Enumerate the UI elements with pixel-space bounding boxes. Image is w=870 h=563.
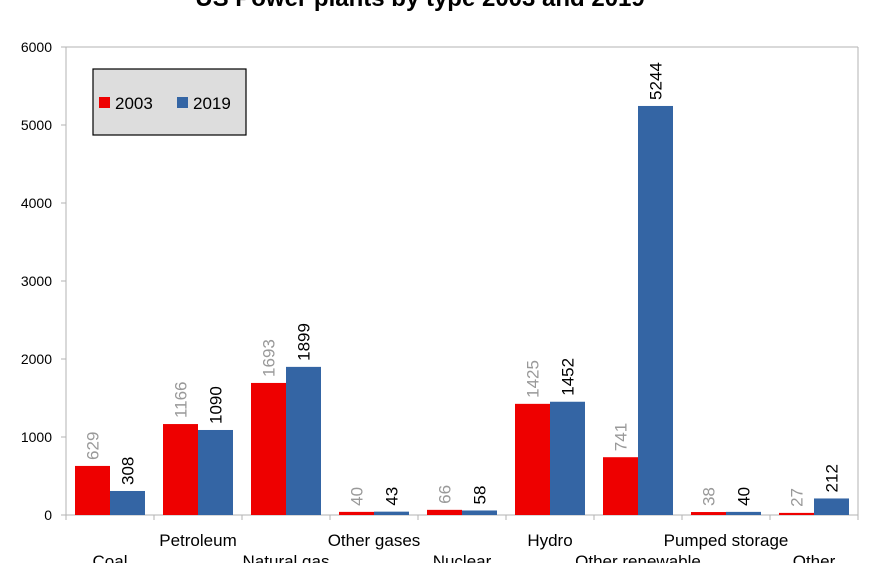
legend: 2003 2019 xyxy=(92,68,247,136)
data-label-2003: 1166 xyxy=(172,381,191,418)
y-tick-label: 1000 xyxy=(21,429,52,445)
y-tick-label: 4000 xyxy=(21,195,52,211)
bar-2003 xyxy=(75,465,110,515)
bar-2019 xyxy=(638,105,673,515)
bar-2019 xyxy=(110,490,145,515)
bar-2019 xyxy=(374,511,409,515)
data-label-2003: 27 xyxy=(788,488,807,507)
bar-2003 xyxy=(339,511,374,515)
x-category-label: Natural gas xyxy=(243,552,330,563)
bar-2003 xyxy=(427,509,462,515)
data-label-2003: 629 xyxy=(84,432,103,460)
data-label-2019: 43 xyxy=(383,487,402,506)
data-label-2019: 40 xyxy=(735,487,754,506)
x-category-label: Hydro xyxy=(527,531,572,550)
legend-box xyxy=(92,68,247,136)
bar-2003 xyxy=(779,512,814,515)
bar-2003 xyxy=(163,424,198,515)
bar-2019 xyxy=(286,366,321,515)
x-category-label: Pumped storage xyxy=(664,531,789,550)
x-category-label: Other xyxy=(793,552,836,563)
legend-entry-2003: 2003 xyxy=(115,94,153,113)
data-label-2019: 212 xyxy=(823,464,842,492)
y-tick-label: 2000 xyxy=(21,351,52,367)
legend-entry-2019: 2019 xyxy=(193,94,231,113)
y-axis: 0 1000 2000 3000 4000 5000 6000 xyxy=(21,39,859,523)
chart-title: US Power plants by type 2003 and 2019 xyxy=(0,0,840,13)
x-category-label: Petroleum xyxy=(159,531,236,550)
legend-swatch-2019 xyxy=(177,97,188,108)
data-labels: 629 1166 1693 40 66 1425 741 38 27 308 1090 1899 43 5… xyxy=(84,62,842,507)
bar-2003 xyxy=(691,512,726,515)
x-axis: Coal Petroleum Natural gas Other gases Nucle… xyxy=(65,514,859,563)
x-category-label: Other renewable xyxy=(575,552,701,563)
x-category-label: Coal xyxy=(93,552,128,563)
bar-2019 xyxy=(462,510,497,515)
legend-swatch-2003 xyxy=(99,97,110,108)
data-label-2019: 5244 xyxy=(647,62,666,100)
bar-2019 xyxy=(726,511,761,515)
y-tick-label: 0 xyxy=(44,507,52,523)
bar-2003 xyxy=(251,382,286,515)
data-label-2019: 58 xyxy=(471,486,490,505)
bar-2003 xyxy=(603,457,638,515)
data-label-2003: 1693 xyxy=(260,339,279,377)
bar-2003 xyxy=(515,403,550,515)
y-tick-label: 6000 xyxy=(21,39,52,55)
data-label-2003: 40 xyxy=(348,487,367,506)
bar-2019 xyxy=(550,401,585,515)
data-label-2019: 1090 xyxy=(207,386,226,424)
data-label-2003: 66 xyxy=(436,485,455,504)
data-label-2003: 741 xyxy=(612,423,631,451)
data-label-2019: 1899 xyxy=(295,323,314,361)
y-tick-label: 5000 xyxy=(21,117,52,133)
x-category-label: Nuclear xyxy=(433,552,492,563)
data-label-2019: 1452 xyxy=(559,358,578,396)
y-tick-label: 3000 xyxy=(21,273,52,289)
data-label-2003: 38 xyxy=(700,487,719,506)
bar-2019 xyxy=(198,429,233,515)
data-label-2003: 1425 xyxy=(524,360,543,398)
bar-2019 xyxy=(814,498,849,515)
x-category-label: Other gases xyxy=(328,531,421,550)
bars xyxy=(75,105,849,515)
data-label-2019: 308 xyxy=(119,457,138,485)
